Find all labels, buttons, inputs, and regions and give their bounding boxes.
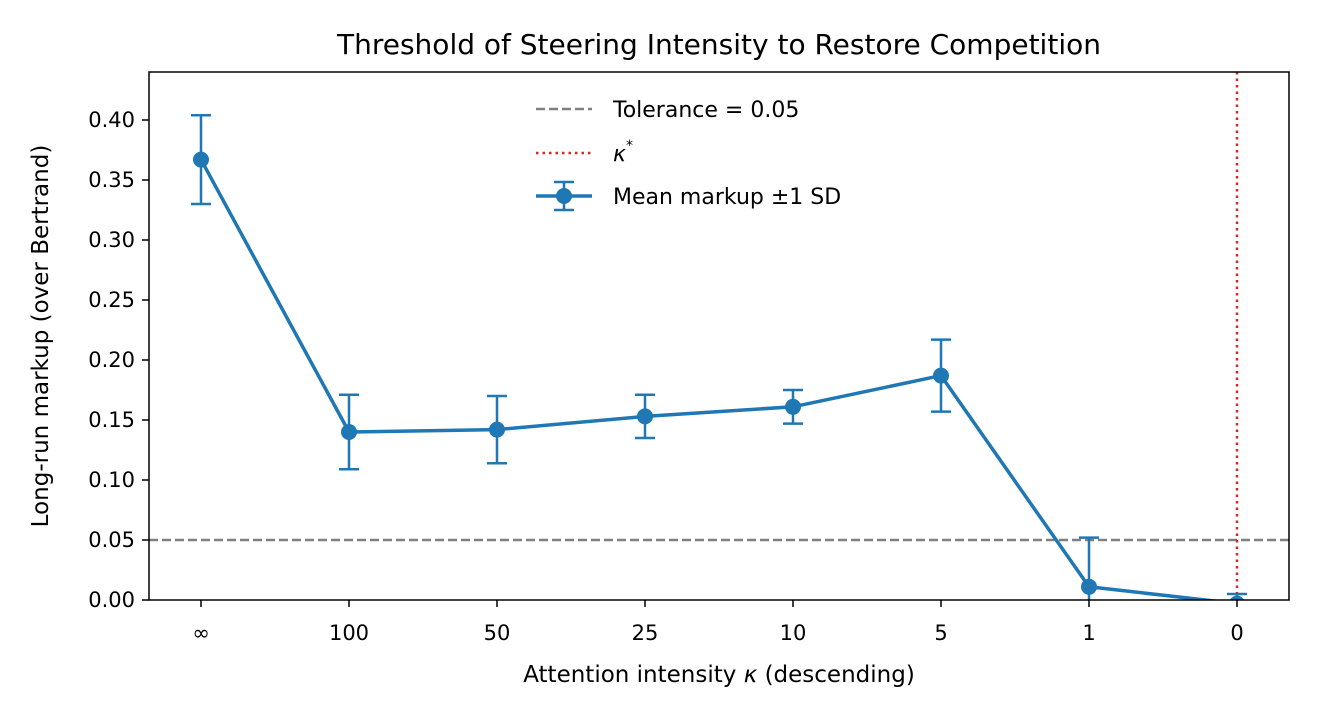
x-tick-label: 100 xyxy=(329,621,369,645)
x-tick-label: 10 xyxy=(780,621,807,645)
y-tick-label: 0.20 xyxy=(88,348,135,372)
x-tick-label: 1 xyxy=(1082,621,1095,645)
plot-frame xyxy=(148,71,1290,601)
x-tick-label: ∞ xyxy=(192,621,210,645)
data-point xyxy=(489,421,505,438)
data-point xyxy=(341,424,357,440)
y-tick-label: 0.05 xyxy=(88,528,135,552)
y-tick-label: 0.30 xyxy=(88,228,135,252)
series-line xyxy=(199,158,1221,600)
legend-kappa-star-label: κ* xyxy=(613,138,633,167)
data-point xyxy=(1229,595,1245,600)
legend-series-label: Mean markup ±1 SD xyxy=(613,185,841,210)
data-point xyxy=(193,151,209,168)
x-axis-label: Attention intensity κ (descending) xyxy=(523,662,915,688)
legend-series-swatch xyxy=(536,180,592,212)
y-tick-label: 0.15 xyxy=(88,408,135,432)
x-tick-label: 0 xyxy=(1230,621,1243,645)
reference-lines xyxy=(149,72,1289,600)
data-point xyxy=(933,367,949,384)
data-point xyxy=(785,398,801,415)
y-tick-label: 0.40 xyxy=(88,108,135,132)
y-axis-ticks: 0.00 0.05 0.10 0.15 0.20 0.25 0.30 0.35 0.40 xyxy=(88,108,149,612)
x-tick-label: 5 xyxy=(934,621,947,645)
y-tick-label: 0.25 xyxy=(88,288,135,312)
y-axis-label: Long-run markup (over Bertrand) xyxy=(28,145,54,528)
x-tick-label: 25 xyxy=(632,621,659,645)
y-tick-label: 0.00 xyxy=(88,588,135,612)
data-point xyxy=(637,408,653,425)
y-tick-label: 0.10 xyxy=(88,468,135,492)
legend: Tolerance = 0.05 κ* Mean markup ±1 SD xyxy=(536,98,841,212)
x-tick-label: 50 xyxy=(484,621,511,645)
legend-tolerance-label: Tolerance = 0.05 xyxy=(612,98,799,123)
x-axis-ticks: ∞ 100 50 25 10 5 1 0 xyxy=(192,600,1244,645)
y-tick-label: 0.35 xyxy=(88,168,135,192)
chart-title: Threshold of Steering Intensity to Resto… xyxy=(336,28,1101,61)
data-series xyxy=(191,113,1247,600)
data-point xyxy=(1081,578,1097,595)
